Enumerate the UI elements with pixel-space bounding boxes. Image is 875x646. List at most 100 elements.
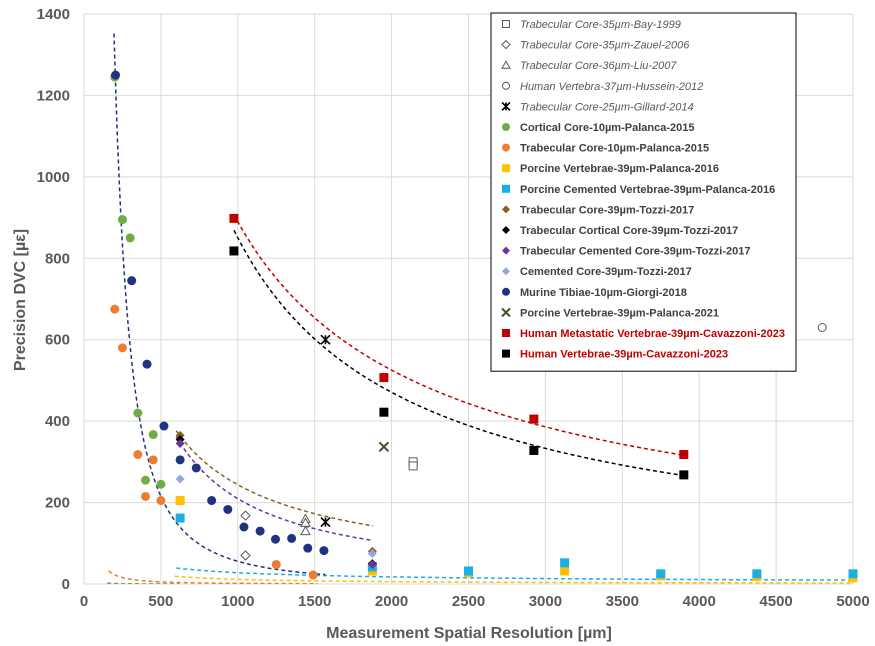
- x-tick-label: 1000: [221, 593, 254, 610]
- legend-marker: [501, 60, 511, 69]
- legend-label: Human Metastatic Vertebrae-39µm-Cavazzon…: [520, 328, 785, 340]
- x-tick-label: 2500: [452, 593, 485, 610]
- data-point: [207, 496, 217, 506]
- data-point: [529, 414, 539, 424]
- legend-label: Trabecular Cortical Core-39µm-Tozzi-2017: [520, 225, 738, 237]
- data-point: [148, 430, 158, 440]
- legend: Trabecular Core-35µm-Bay-1999 Trabecular …: [490, 12, 797, 372]
- x-axis-title: Measurement Spatial Resolution [µm]: [326, 625, 612, 642]
- data-point: [229, 213, 239, 223]
- tick-labels: 0 500 1000 1500 2000 2500 3000 3500 4000 4500 5000…: [37, 6, 870, 610]
- y-tick-label: 800: [45, 250, 70, 267]
- trendline: [175, 430, 374, 527]
- legend-marker: [502, 164, 510, 173]
- x-tick-label: 1500: [298, 593, 331, 610]
- data-point: [560, 558, 570, 568]
- x-tick-label: 0: [80, 593, 88, 610]
- legend-label: Porcine Cemented Vertebrae-39µm-Palanca-…: [520, 184, 775, 196]
- data-point: [127, 276, 137, 286]
- trendline: [176, 567, 853, 581]
- trendline: [174, 575, 853, 584]
- legend-marker: [502, 329, 510, 337]
- data-point: [133, 408, 143, 418]
- legend-marker: [502, 123, 510, 131]
- data-point: [255, 526, 265, 536]
- data-point: [240, 550, 251, 561]
- data-point: [142, 359, 152, 369]
- gridlines: [83, 13, 854, 585]
- legend-marker: [502, 287, 510, 296]
- data-point: [752, 569, 762, 579]
- data-point: [408, 461, 418, 471]
- data-point: [133, 450, 143, 460]
- data-point: [110, 304, 120, 314]
- legend-marker: [502, 349, 510, 358]
- legend-label: Murine Tibiae-10µm-Giorgi-2018: [520, 287, 687, 299]
- data-point: [270, 534, 280, 544]
- legend-label: Human Vertebra-37µm-Hussein-2012: [520, 81, 703, 93]
- y-axis-title: Precision DVC [µε]: [12, 229, 29, 371]
- y-tick-label: 400: [45, 413, 70, 430]
- data-point: [125, 233, 135, 243]
- legend-marker: [502, 226, 510, 234]
- legend-marker: [502, 205, 510, 214]
- y-tick-label: 1400: [37, 6, 70, 23]
- data-point: [117, 215, 127, 225]
- data-point: [148, 455, 158, 465]
- legend-marker: [501, 307, 511, 318]
- data-point: [240, 510, 251, 521]
- legend-label: Trabecular Core-25µm-Gillard-2014: [520, 101, 694, 113]
- trendline: [233, 229, 684, 477]
- data-point: [111, 70, 121, 80]
- data-point: [367, 548, 377, 558]
- legend-label: Trabecular Core-10µm-Palanca-2015: [520, 143, 709, 155]
- data-point: [239, 522, 249, 532]
- data-point: [175, 474, 185, 484]
- trendline: [175, 436, 374, 542]
- x-tick-label: 4000: [683, 593, 716, 610]
- legend-box: [490, 12, 797, 372]
- data-point: [191, 463, 201, 473]
- legend-label: Trabecular Core-39µm-Tozzi-2017: [520, 204, 694, 216]
- data-point: [379, 373, 389, 383]
- data-point: [271, 559, 281, 569]
- data-point: [378, 441, 390, 453]
- legend-marker: [501, 101, 511, 111]
- data-point: [848, 569, 858, 579]
- trendlines: [106, 33, 853, 584]
- legend-label: Trabecular Core-36µm-Liu-2007: [520, 60, 677, 72]
- x-tick-label: 3500: [606, 593, 639, 610]
- y-tick-label: 0: [62, 576, 70, 593]
- data-point: [379, 407, 389, 417]
- legend-marker: [502, 267, 510, 276]
- x-tick-label: 2000: [375, 593, 408, 610]
- data-point: [141, 475, 151, 485]
- data-point: [300, 525, 311, 536]
- data-point: [656, 569, 666, 579]
- data-point: [560, 566, 570, 576]
- y-tick-label: 1000: [37, 169, 70, 186]
- data-points: [110, 70, 858, 583]
- legend-label: Human Vertebrae-39µm-Cavazzoni-2023: [520, 349, 728, 361]
- legend-marker: [502, 184, 510, 193]
- data-point: [175, 496, 185, 506]
- legend-marker: [501, 39, 511, 50]
- legend-label: Trabecular Core-35µm-Zauel-2006: [520, 40, 690, 52]
- legend-label: Cemented Core-39µm-Tozzi-2017: [520, 266, 692, 278]
- trendline: [108, 570, 318, 584]
- legend-label: Porcine Vertebrae-39µm-Palanca-2021: [520, 307, 719, 319]
- legend-marker: [502, 246, 510, 255]
- data-point: [175, 455, 185, 465]
- legend-label: Porcine Vertebrae-39µm-Palanca-2016: [520, 163, 719, 175]
- y-tick-label: 200: [45, 495, 70, 512]
- data-point: [175, 439, 185, 449]
- x-tick-label: 3000: [529, 593, 562, 610]
- trendline: [113, 33, 326, 576]
- x-tick-label: 4500: [759, 593, 792, 610]
- data-point: [141, 491, 151, 501]
- data-point: [156, 479, 166, 489]
- legend-marker: [502, 20, 510, 28]
- data-point: [229, 246, 239, 256]
- y-tick-label: 1200: [37, 87, 70, 104]
- data-point: [156, 496, 166, 506]
